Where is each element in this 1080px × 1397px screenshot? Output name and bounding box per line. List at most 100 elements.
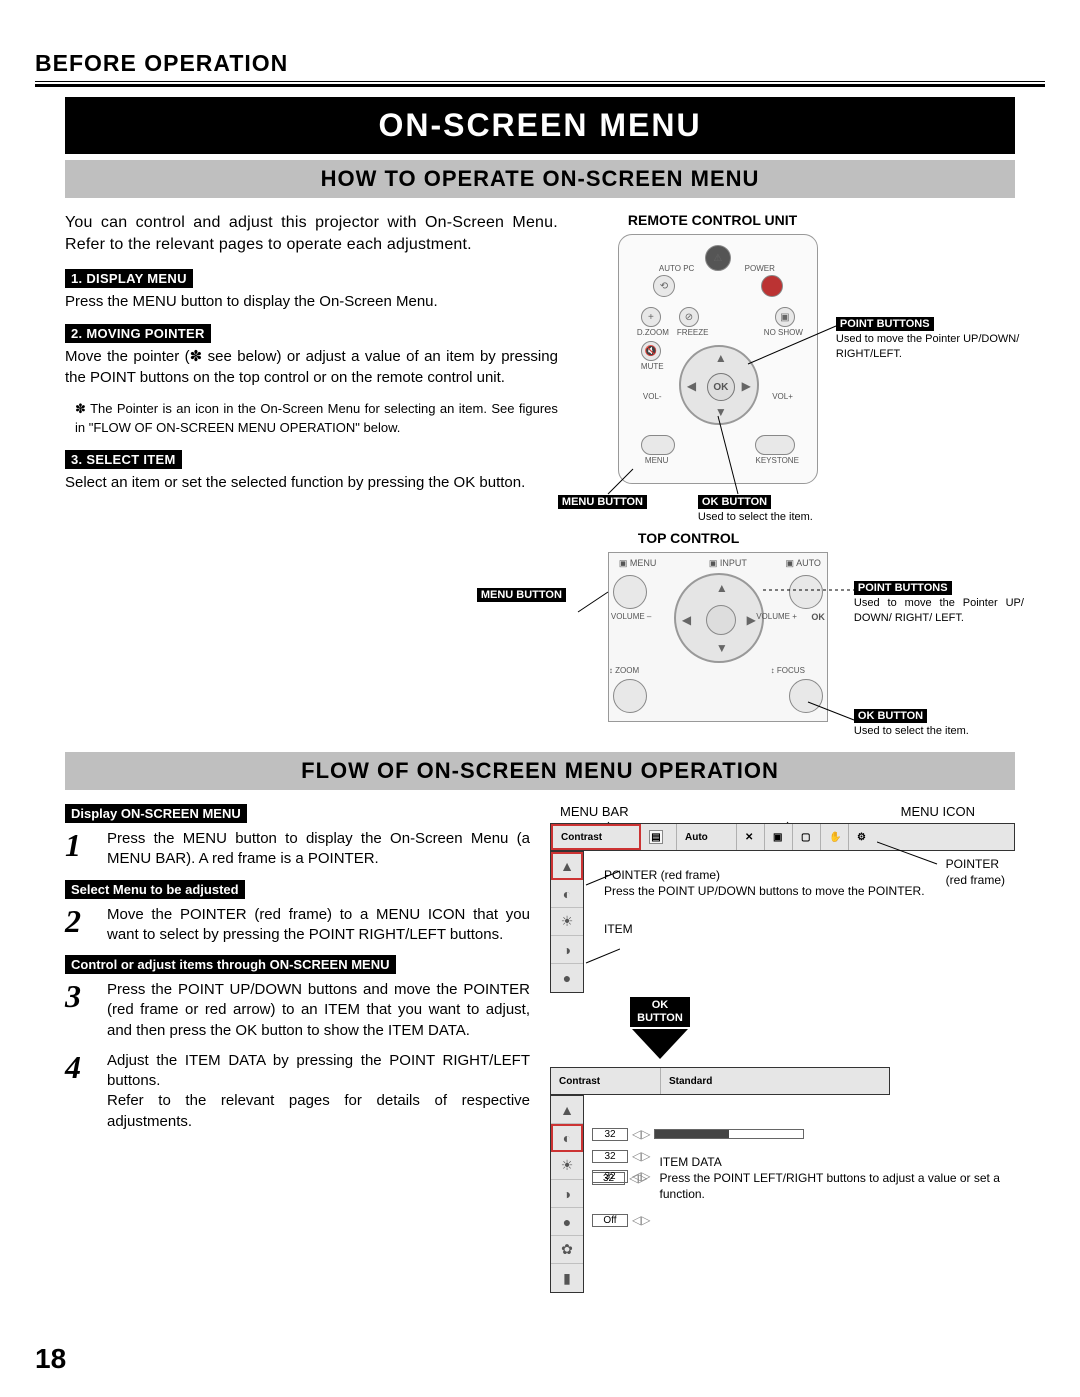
tc-lbl-ok: OK: [811, 613, 825, 622]
tc-lbl-input: ▣ INPUT: [709, 559, 747, 568]
remote-lbl-noshow: NO SHOW: [764, 329, 803, 337]
step-select-item: 3. SELECT ITEM Select an item or set the…: [65, 450, 558, 493]
remote-lbl-autopc: AUTO PC: [659, 265, 694, 273]
menubar-auto-cell: Auto: [677, 824, 737, 850]
mute-button: 🔇: [641, 341, 661, 361]
power-button: [761, 275, 783, 297]
menuicon-label: MENU ICON: [901, 804, 975, 819]
remote-dpad: OK ▲ ▼ ◀ ▶: [679, 345, 759, 425]
warning-icon: ⚠: [705, 245, 731, 271]
menubar-icon-2: ✕: [737, 824, 765, 850]
tc-dpad-down-icon: ▼: [716, 641, 728, 655]
ok-button-diagram-label: OK BUTTON: [630, 997, 690, 1027]
menubar-icon-1: ▤: [641, 824, 677, 850]
remote-lbl-menu: MENU: [645, 457, 669, 465]
side-icon-bar-1: ▲ ◐ ☀ ◑ ●: [550, 851, 584, 993]
side-icon-bar-2: ▲ ◐ ☀ ◑ ● ✿ ▮: [550, 1095, 584, 1293]
remote-lbl-power: POWER: [745, 265, 775, 273]
step-num-1: 1: [65, 829, 93, 870]
freeze-button: ⊘: [679, 307, 699, 327]
dpad-left-icon: ◀: [687, 379, 696, 393]
remote-lbl-mute: MUTE: [641, 363, 664, 371]
tc-zoom-button: [613, 679, 647, 713]
remote-lbl-volplus: VOL+: [772, 393, 793, 401]
tc-dpad-center: [706, 605, 736, 635]
item-label: ITEM: [604, 921, 925, 937]
pointer-red-right: POINTER(red frame): [946, 856, 1005, 888]
point-buttons-label: POINT BUTTONS: [836, 317, 934, 331]
label-display-menu: 1. DISPLAY MENU: [65, 269, 193, 288]
text-display-menu: Press the MENU button to display the On-…: [65, 292, 558, 312]
text-select-item: Select an item or set the selected funct…: [65, 473, 558, 493]
menu-button: [641, 435, 675, 455]
step-text-1: Press the MENU button to display the On-…: [107, 829, 530, 870]
main-title-banner: ON-SCREEN MENU: [65, 97, 1015, 154]
intro-text: You can control and adjust this projecto…: [65, 212, 558, 255]
tc-dpad-right-icon: ▶: [747, 613, 756, 627]
dpad-right-icon: ▶: [742, 379, 751, 393]
label-moving-pointer: 2. MOVING POINTER: [65, 324, 211, 343]
remote-lbl-dzoom: D.ZOOM: [637, 329, 669, 337]
big-down-arrow-icon: [632, 1029, 688, 1059]
divider-thin: [35, 81, 1045, 82]
tc-point-buttons-text: Used to move the Pointer UP/ DOWN/ RIGHT…: [854, 596, 1024, 626]
ok-button-text: Used to select the item.: [698, 510, 813, 525]
flow-banner: FLOW OF ON-SCREEN MENU OPERATION: [65, 752, 1015, 790]
tc-lbl-menu: ▣ MENU: [619, 559, 657, 568]
tc-ok-button: [789, 575, 823, 609]
point-buttons-text: Used to move the Pointer UP/DOWN/ RIGHT/…: [836, 332, 1036, 362]
section-header: BEFORE OPERATION: [35, 50, 1045, 77]
step-display-menu: 1. DISPLAY MENU Press the MENU button to…: [65, 269, 558, 312]
remote-ok-button: OK: [707, 373, 735, 401]
page-number: 18: [35, 1343, 66, 1375]
pointer-right-line: [877, 836, 947, 876]
menubar-label: MENU BAR: [560, 804, 629, 819]
menubar-contrast-cell: Contrast: [551, 824, 641, 850]
remote-heading: REMOTE CONTROL UNIT: [628, 212, 1015, 228]
top-control-heading: TOP CONTROL: [638, 530, 1015, 546]
step-text-2: Move the POINTER (red frame) to a MENU I…: [107, 905, 530, 946]
menubar-icon-4: ▢: [793, 824, 821, 850]
remote-lbl-keystone: KEYSTONE: [755, 457, 798, 465]
remote-lbl-volminus: VOL-: [643, 393, 662, 401]
tc-ok-button-label: OK BUTTON: [854, 709, 927, 723]
tc-focus-button: [789, 679, 823, 713]
slider-row-off: Off ◁▷: [592, 1209, 1015, 1231]
tc-lbl-volminus: VOLUME –: [611, 613, 651, 621]
tc-point-buttons-label: POINT BUTTONS: [854, 581, 952, 595]
step-moving-pointer: 2. MOVING POINTER Move the pointer (✽ se…: [65, 324, 558, 437]
dpad-down-icon: ▼: [715, 405, 727, 419]
tc-lbl-focus: ↕ FOCUS: [771, 667, 805, 675]
tc-ok-button-text: Used to select the item.: [854, 724, 1024, 739]
detail-bar: Contrast Standard: [550, 1067, 890, 1095]
autopc-button: ⟲: [653, 275, 675, 297]
tc-dpad-up-icon: ▲: [716, 581, 728, 595]
menubar-icon-6: ⚙: [849, 824, 877, 850]
step-text-4: Adjust the ITEM DATA by pressing the POI…: [107, 1051, 530, 1132]
tc-dpad: ▲ ▼ ◀ ▶: [674, 573, 764, 663]
menu-button-label-tc: MENU BUTTON: [477, 588, 566, 602]
top-control-diagram: ▣ MENU ▣ INPUT ▣ AUTO ▲ ▼ ◀ ▶ VOLUME – V…: [608, 552, 828, 722]
dzoom-button: +: [641, 307, 661, 327]
text-moving-pointer: Move the pointer (✽ see below) or adjust…: [65, 347, 558, 388]
step-num-3: 3: [65, 980, 93, 1041]
menubar-icon-3: ▣: [765, 824, 793, 850]
menubar-icon-5: ✋: [821, 824, 849, 850]
flow-sub3: Control or adjust items through ON-SCREE…: [65, 955, 396, 974]
tc-dpad-left-icon: ◀: [682, 613, 691, 627]
keystone-button: [755, 435, 795, 455]
menu-button-label: MENU BUTTON: [558, 495, 647, 509]
tc-lbl-zoom: ↕ ZOOM: [609, 667, 639, 675]
step-text-3: Press the POINT UP/DOWN buttons and move…: [107, 980, 530, 1041]
item-data-callout: ITEM DATA Press the POINT LEFT/RIGHT but…: [660, 1154, 1015, 1203]
label-select-item: 3. SELECT ITEM: [65, 450, 182, 469]
flow-sub2: Select Menu to be adjusted: [65, 880, 245, 899]
dpad-up-icon: ▲: [715, 351, 727, 365]
slider-row-1: 32 ◁▷: [592, 1123, 1015, 1145]
flow-sub1: Display ON-SCREEN MENU: [65, 804, 247, 823]
step-num-4: 4: [65, 1051, 93, 1132]
side-callout-lines: [580, 849, 620, 969]
divider-thick: [35, 84, 1045, 87]
remote-lbl-freeze: FREEZE: [677, 329, 709, 337]
footnote-pointer: ✽ The Pointer is an icon in the On-Scree…: [65, 400, 558, 438]
